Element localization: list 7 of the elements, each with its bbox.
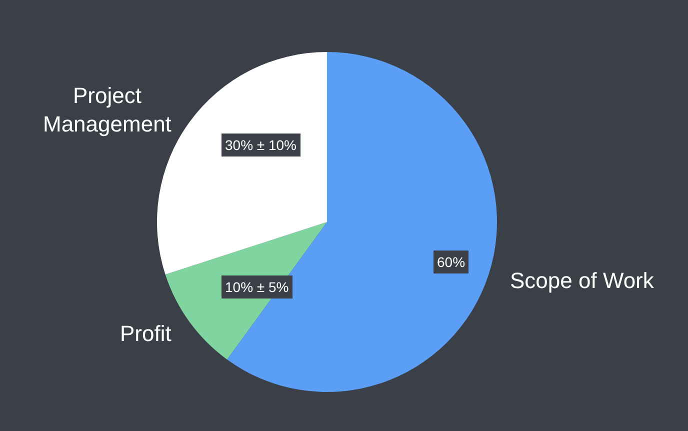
- data-label: 60%: [437, 254, 466, 270]
- data-label: 10% ± 5%: [225, 279, 289, 295]
- slice-label: Project Management: [43, 83, 172, 137]
- slice-label: Profit: [120, 321, 172, 346]
- slice-label: Scope of Work: [510, 268, 655, 293]
- data-label: 30% ± 10%: [225, 137, 297, 153]
- pie-slice: [227, 52, 497, 392]
